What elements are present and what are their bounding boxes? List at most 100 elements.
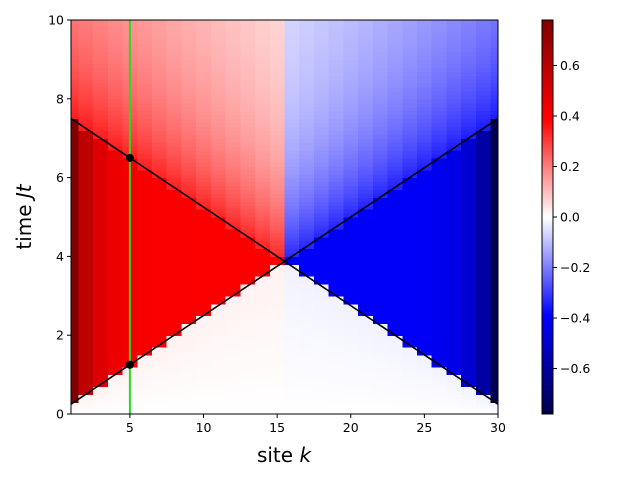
heatmap-cell <box>240 236 256 242</box>
heatmap-cell <box>71 256 79 261</box>
heatmap-cell <box>269 114 286 120</box>
heatmap-cell <box>78 299 94 305</box>
heatmap-cell <box>313 31 330 37</box>
heatmap-cell <box>240 358 256 364</box>
heatmap-cell <box>313 98 330 104</box>
heatmap-cell <box>313 142 330 147</box>
heatmap-cell <box>284 220 300 226</box>
heatmap-cell <box>431 295 448 301</box>
heatmap-cell <box>107 394 124 399</box>
heatmap-cell <box>446 327 462 332</box>
heatmap-cell <box>78 390 94 395</box>
heatmap-cell <box>446 390 462 395</box>
heatmap-cell <box>210 264 227 269</box>
heatmap-cell <box>78 264 94 269</box>
heatmap-cell <box>151 378 168 384</box>
heatmap-cell <box>225 79 241 84</box>
heatmap-cell <box>461 43 477 49</box>
heatmap-cell <box>490 323 498 328</box>
heatmap-cell <box>313 173 330 179</box>
heatmap-cell <box>225 260 241 265</box>
heatmap-cell <box>78 382 94 388</box>
heatmap-cell <box>490 303 498 309</box>
heatmap-cell <box>269 402 286 407</box>
heatmap-cell <box>372 339 389 344</box>
heatmap-cell <box>328 347 344 352</box>
heatmap-cell <box>269 283 286 289</box>
heatmap-cell <box>78 75 94 80</box>
heatmap-cell <box>299 102 315 108</box>
heatmap-cell <box>137 350 153 356</box>
heatmap-cell <box>358 153 374 159</box>
x-axis-ticks: 5 10 15 20 25 30 <box>126 414 506 435</box>
heatmap-cell <box>299 213 315 218</box>
heatmap-cell <box>255 331 271 336</box>
heatmap-cell <box>181 339 197 344</box>
heatmap-cell <box>343 370 359 376</box>
heatmap-cell <box>137 79 153 84</box>
heatmap-cell <box>181 134 197 139</box>
heatmap-cell <box>71 276 79 281</box>
heatmap-cell <box>475 134 492 139</box>
heatmap-cell <box>196 248 212 254</box>
heatmap-cell <box>402 280 418 285</box>
heatmap-cell <box>71 31 79 37</box>
heatmap-cell <box>475 386 492 391</box>
heatmap-cell <box>475 339 492 344</box>
heatmap-cell <box>475 213 492 218</box>
heatmap-cell <box>417 94 433 100</box>
heatmap-cell <box>240 118 256 124</box>
heatmap-cell <box>475 71 492 76</box>
heatmap-cell <box>299 366 315 372</box>
heatmap-cell <box>328 75 344 80</box>
heatmap-cell <box>446 90 462 96</box>
heatmap-cell <box>71 122 79 127</box>
heatmap-cell <box>490 201 498 206</box>
heatmap-cell <box>431 43 448 49</box>
heatmap-cell <box>78 244 94 250</box>
heatmap-cell <box>166 240 183 246</box>
heatmap-cell <box>475 205 492 210</box>
heatmap-cell <box>372 153 389 159</box>
heatmap-cell <box>417 276 433 281</box>
heatmap-cell <box>71 181 79 187</box>
heatmap-cell <box>269 51 286 57</box>
heatmap-cell <box>343 150 359 155</box>
heatmap-cell <box>343 264 359 269</box>
heatmap-cell <box>284 75 300 80</box>
heatmap-cell <box>137 126 153 131</box>
heatmap-cell <box>225 236 241 242</box>
heatmap-cell <box>166 35 183 41</box>
heatmap-cell <box>255 390 271 395</box>
heatmap-cell <box>225 55 241 60</box>
heatmap-cell <box>299 98 315 104</box>
heatmap-cell <box>402 181 418 187</box>
heatmap-cell <box>196 224 212 230</box>
heatmap-cell <box>431 410 448 414</box>
heatmap-cell <box>151 370 168 376</box>
heatmap-cell <box>328 402 344 407</box>
heatmap-cell <box>417 181 433 187</box>
heatmap-cell <box>240 335 256 340</box>
heatmap-cell <box>181 102 197 108</box>
heatmap-cell <box>255 161 271 167</box>
heatmap-cell <box>269 201 286 206</box>
heatmap-cell <box>78 339 94 344</box>
heatmap-cell <box>343 201 359 206</box>
heatmap-cell <box>328 165 344 171</box>
heatmap-cell <box>490 370 498 376</box>
heatmap-cell <box>402 260 418 265</box>
heatmap-cell <box>225 311 241 317</box>
heatmap-cell <box>78 272 94 277</box>
heatmap-cell <box>461 220 477 226</box>
heatmap-cell <box>210 102 227 108</box>
heatmap-cell <box>475 114 492 120</box>
heatmap-cell <box>225 169 241 175</box>
heatmap-cell <box>151 264 168 269</box>
heatmap-cell <box>240 402 256 407</box>
heatmap-cell <box>166 59 183 64</box>
heatmap-cell <box>446 161 462 167</box>
heatmap-cell <box>299 150 315 155</box>
heatmap-cell <box>313 59 330 64</box>
heatmap-cell <box>225 303 241 309</box>
